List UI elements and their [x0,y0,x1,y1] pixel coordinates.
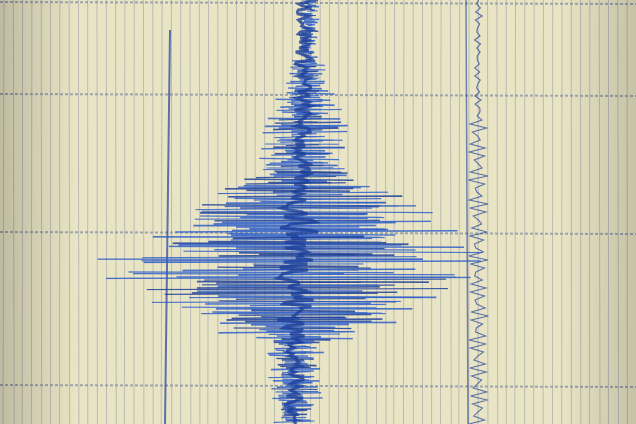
seismogram-drawing [0,0,636,424]
drum-shading [0,0,636,424]
seismograph-photo [0,0,636,424]
